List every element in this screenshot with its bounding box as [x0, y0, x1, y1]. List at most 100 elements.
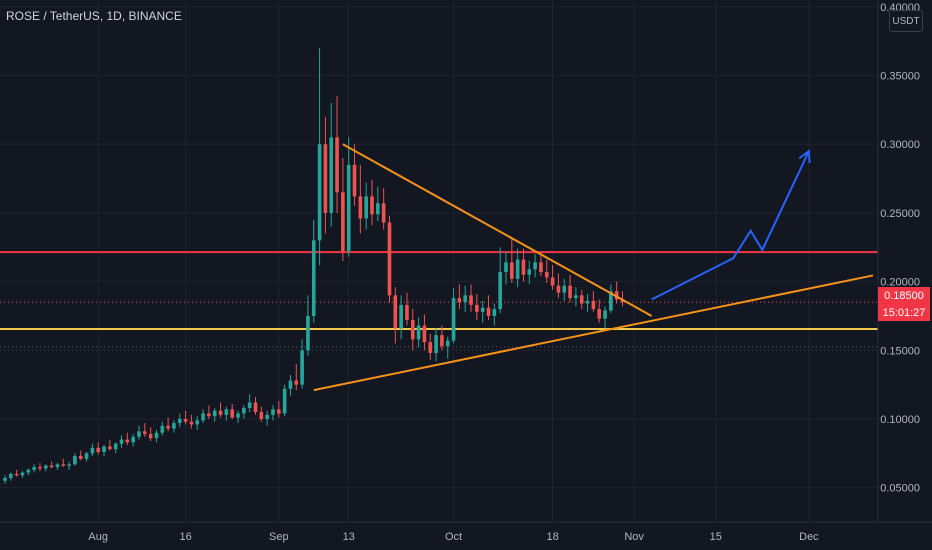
candle-body	[329, 137, 334, 213]
candle	[224, 406, 229, 421]
candle	[492, 303, 497, 326]
symbol-title[interactable]: ROSE / TetherUS, 1D, BINANCE	[6, 9, 182, 23]
candle-body	[49, 465, 54, 468]
candle	[78, 450, 83, 461]
candle-body	[224, 409, 229, 415]
candle	[189, 414, 194, 429]
candle	[539, 252, 543, 277]
candle	[265, 410, 269, 426]
candle	[154, 429, 159, 443]
candle-body	[137, 431, 141, 437]
candle-body	[294, 380, 299, 385]
candle-body	[440, 335, 444, 347]
candle	[84, 451, 89, 462]
candle	[195, 416, 200, 430]
candle	[416, 317, 421, 348]
price-tick-label: 0.10000	[880, 414, 920, 426]
candle-body	[282, 388, 287, 414]
candle-body	[26, 469, 31, 473]
candle-body	[201, 413, 205, 421]
candle	[562, 278, 567, 301]
projection-arrowhead	[798, 149, 811, 164]
candle-body	[61, 464, 66, 466]
candle	[410, 309, 415, 351]
candle-body	[364, 196, 368, 219]
candle-body	[38, 467, 42, 469]
candle-body	[492, 309, 497, 316]
candle-body	[148, 434, 153, 439]
candle-body	[346, 164, 351, 252]
candle	[119, 435, 124, 448]
candle	[306, 295, 310, 356]
candle	[73, 453, 77, 466]
candle	[294, 364, 299, 391]
candle	[14, 469, 19, 477]
candle-body	[131, 436, 135, 443]
candle-body	[207, 413, 211, 417]
candle-body	[90, 447, 95, 454]
candle-body	[177, 418, 182, 424]
candle	[131, 434, 135, 447]
candle	[434, 328, 438, 362]
candle-body	[43, 465, 48, 469]
candle	[574, 287, 578, 307]
candle	[242, 405, 246, 419]
candle	[422, 314, 427, 351]
candle-body	[422, 325, 427, 343]
candle	[428, 333, 433, 360]
candle	[113, 442, 118, 454]
candle	[597, 299, 602, 323]
candle	[533, 254, 537, 278]
candle-body	[143, 431, 147, 435]
ascending-trendline[interactable]	[313, 274, 874, 392]
candle-body	[399, 304, 403, 329]
price-tick-label: 0.25000	[880, 208, 920, 220]
time-tick-label: 13	[343, 531, 355, 543]
time-tick-label: 18	[546, 531, 558, 543]
candle	[20, 471, 25, 479]
candle	[160, 421, 165, 436]
candle	[201, 409, 205, 424]
candle-body	[469, 295, 473, 305]
candle	[259, 406, 264, 422]
candle-body	[67, 464, 71, 466]
candle-body	[614, 291, 619, 300]
candle-body	[585, 300, 590, 304]
descending-trendline[interactable]	[342, 143, 653, 317]
candle	[207, 405, 211, 419]
time-tick-label: 15	[710, 531, 722, 543]
candle-body	[562, 285, 567, 293]
candle	[137, 425, 141, 440]
candle	[352, 144, 357, 207]
candle-body	[55, 464, 60, 468]
candle	[440, 325, 444, 351]
candle	[329, 103, 334, 227]
projection-path[interactable]	[651, 150, 810, 301]
candle	[125, 432, 130, 446]
candle	[148, 427, 153, 441]
candle	[568, 274, 572, 303]
candle	[288, 375, 293, 396]
candle-body	[311, 240, 316, 316]
candle-body	[160, 425, 165, 433]
candle-body	[96, 447, 101, 452]
candle	[9, 472, 13, 481]
candle-body	[521, 259, 526, 275]
candle	[463, 285, 468, 312]
candle-body	[376, 203, 380, 215]
candle	[38, 462, 42, 472]
candle-body	[102, 446, 106, 452]
candle	[108, 439, 112, 451]
candle-body	[84, 453, 89, 459]
candle-body	[410, 320, 415, 340]
candle-body	[189, 421, 194, 425]
candle	[609, 284, 613, 314]
currency-badge[interactable]: USDT	[889, 10, 923, 32]
candle-body	[498, 271, 502, 310]
candle-body	[510, 262, 514, 279]
time-axis[interactable]: Aug 16 Sep 13 Oct 18 Nov 15 Dec	[88, 531, 819, 543]
candle-body	[451, 298, 456, 341]
time-tick-label: 16	[179, 531, 191, 543]
